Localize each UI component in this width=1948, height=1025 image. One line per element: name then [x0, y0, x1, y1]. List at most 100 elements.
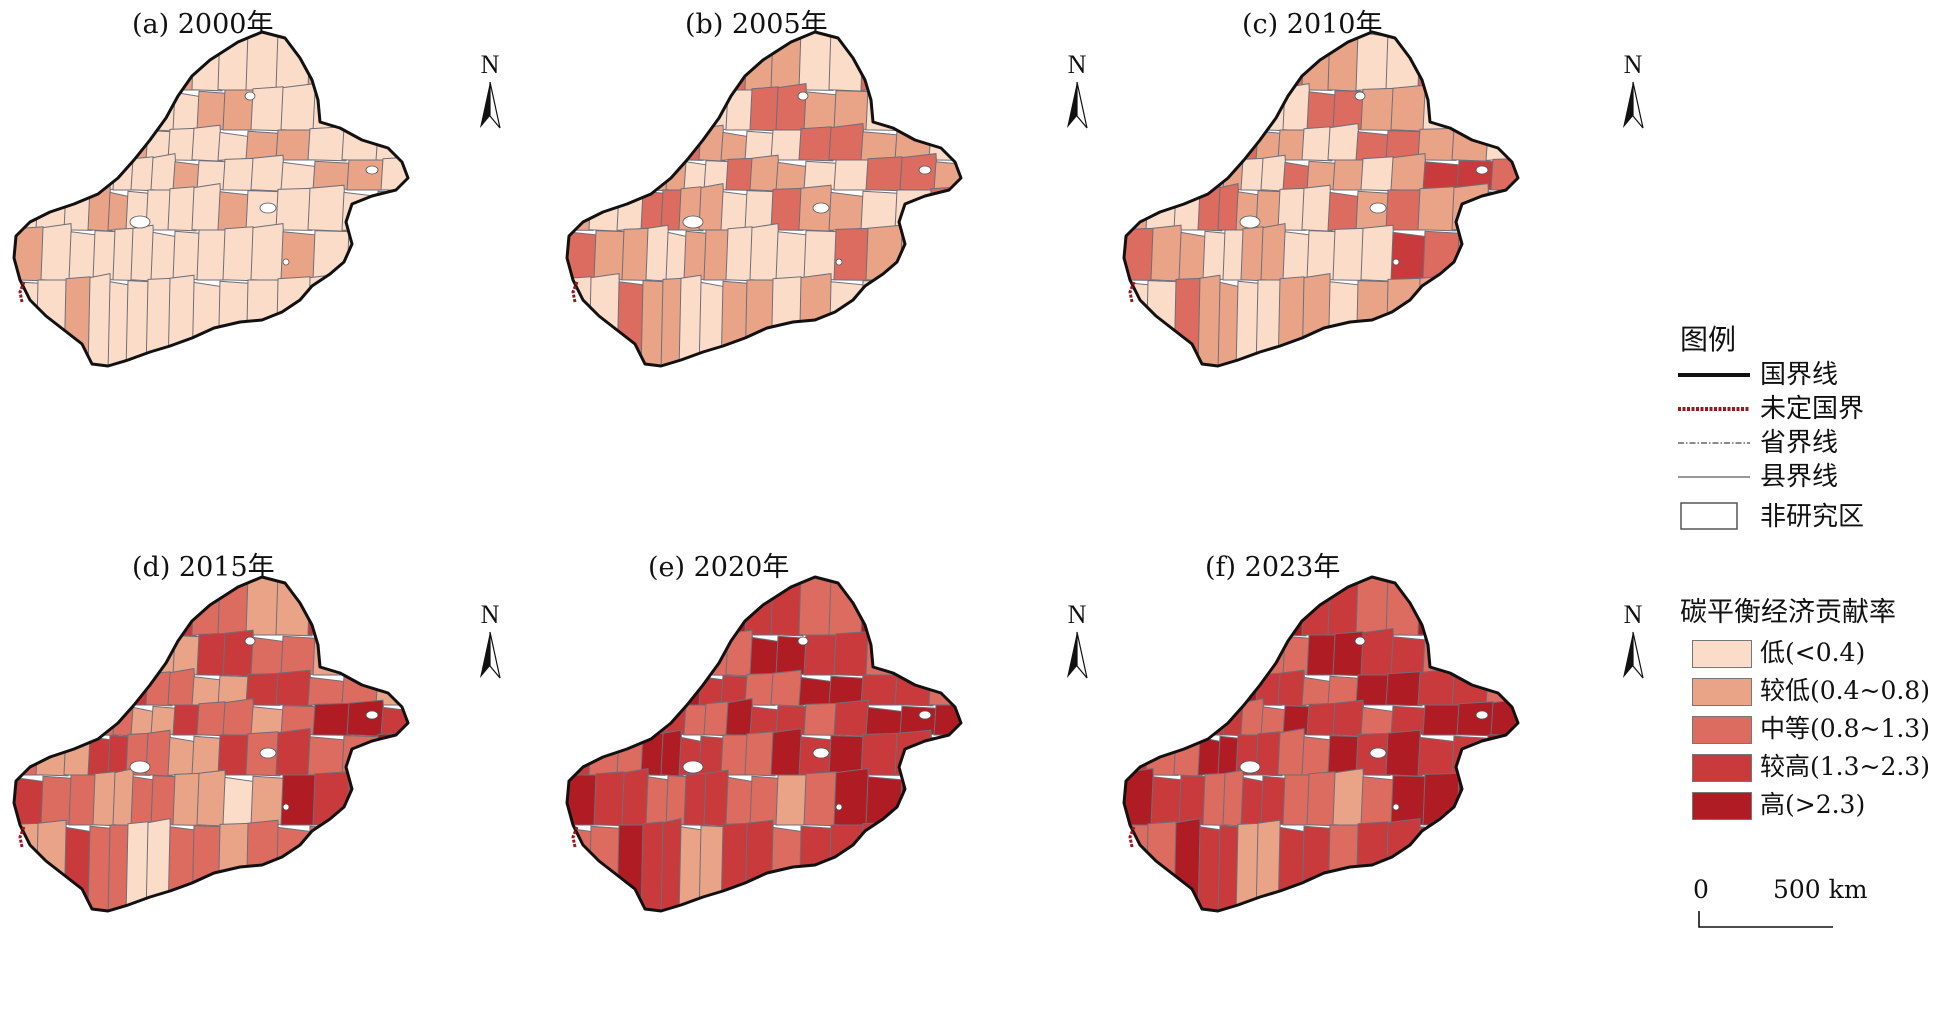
- county-district: [1306, 230, 1338, 281]
- county-district: [1301, 577, 1333, 638]
- non-study-area: [232, 326, 240, 334]
- north-arrow: N: [1615, 50, 1651, 140]
- county-district: [14, 32, 41, 93]
- county-district: [1451, 281, 1491, 366]
- county-district: [14, 822, 41, 911]
- county-district: [1390, 231, 1428, 281]
- county-district: [567, 705, 599, 736]
- county-district: [107, 122, 131, 163]
- county-district: [14, 734, 41, 776]
- county-district: [775, 83, 809, 133]
- class-swatch: [1692, 678, 1752, 706]
- non-study-area: [812, 202, 830, 214]
- county-district: [1217, 825, 1241, 911]
- county-district: [40, 775, 74, 826]
- county-district: [640, 674, 666, 706]
- county-district: [899, 636, 939, 676]
- north-arrow: N: [472, 600, 508, 690]
- county-district: [798, 676, 834, 706]
- undetermined-border: [18, 281, 26, 303]
- legend: 图例 国界线 未定国界 省界线 县界线 非研究区 碳平衡经济贡献率 低(<0.4…: [1678, 318, 1943, 938]
- county-district: [380, 628, 408, 678]
- non-study-area: [129, 760, 151, 774]
- non-study-area: [1475, 165, 1489, 175]
- county-district: [683, 635, 709, 676]
- county-district: [749, 86, 781, 132]
- county-district: [307, 736, 347, 776]
- county-district: [1301, 273, 1333, 366]
- county-district: [1390, 775, 1428, 826]
- county-district: [1277, 669, 1307, 707]
- county-district: [1173, 671, 1203, 707]
- county-district: [145, 577, 173, 636]
- county-district: [1197, 274, 1223, 366]
- county-district: [749, 223, 781, 283]
- county-district: [798, 273, 834, 366]
- county-district: [1150, 87, 1184, 131]
- county-district: [1150, 224, 1184, 282]
- map-panel-2005: (b) 2005年 N: [553, 0, 1088, 470]
- county-district: [640, 577, 666, 636]
- county-district: [588, 126, 622, 162]
- county-district: [1327, 191, 1361, 231]
- county-district: [1332, 699, 1366, 737]
- county-district: [621, 90, 651, 131]
- county-district: [1390, 636, 1428, 676]
- county-district: [1327, 123, 1361, 163]
- county-district: [744, 819, 776, 911]
- county-district: [280, 83, 318, 133]
- county-district: [698, 577, 726, 636]
- county-district: [1150, 628, 1184, 678]
- legend-line-label: 未定国界: [1760, 394, 1865, 424]
- county-district: [588, 577, 622, 638]
- county-district: [1255, 577, 1283, 636]
- county-district: [107, 824, 131, 911]
- county-district: [222, 157, 256, 191]
- county-district: [245, 672, 281, 706]
- county-district: [798, 126, 834, 162]
- county-district: [14, 577, 41, 636]
- county-district: [1150, 706, 1184, 736]
- non-study-area: [797, 91, 809, 101]
- county-district: [1173, 729, 1203, 777]
- county-district: [112, 631, 136, 677]
- county-district: [375, 32, 408, 91]
- north-arrow-icon: [1067, 81, 1088, 129]
- county-district: [1124, 768, 1156, 828]
- county-district: [567, 161, 599, 191]
- county-district: [1235, 280, 1261, 366]
- county-district: [1451, 32, 1491, 92]
- county-district: [125, 32, 151, 91]
- county-district: [833, 631, 871, 677]
- non-study-area: [1369, 202, 1387, 214]
- county-district: [660, 130, 684, 161]
- district-fills: [14, 32, 408, 366]
- county-district: [803, 634, 839, 676]
- county-district: [1490, 89, 1518, 131]
- county-district: [196, 632, 228, 676]
- county-district: [1451, 825, 1491, 911]
- county-district: [87, 676, 113, 706]
- county-district: [749, 636, 781, 676]
- county-district: [894, 32, 934, 91]
- region-map: [1122, 30, 1520, 368]
- county-district: [107, 32, 131, 92]
- region-map: [1122, 575, 1520, 913]
- class-label: 高(>2.3): [1760, 790, 1866, 819]
- non-study-area: [1392, 258, 1400, 266]
- county-district: [145, 277, 173, 366]
- map-panel-2010: (c) 2010年 N: [1110, 0, 1644, 470]
- county-district: [1173, 32, 1203, 91]
- county-district: [770, 728, 804, 778]
- county-district: [616, 675, 646, 706]
- non-study-area: [682, 215, 704, 229]
- non-study-area: [918, 165, 932, 175]
- county-district: [68, 83, 98, 133]
- county-district: [1277, 276, 1307, 366]
- county-district: [770, 187, 804, 231]
- county-district: [1145, 674, 1179, 706]
- county-district: [860, 190, 900, 231]
- scale-end-label: 500 km: [1773, 875, 1868, 904]
- county-district: [928, 736, 961, 776]
- county-district: [14, 157, 46, 191]
